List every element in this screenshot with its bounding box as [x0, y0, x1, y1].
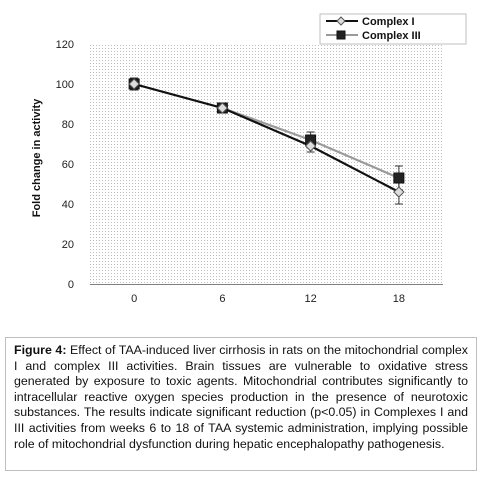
x-axis-ticks: 0 6 12 18 [131, 293, 405, 305]
y-tick-label: 20 [62, 239, 74, 251]
x-tick-label: 6 [219, 293, 225, 305]
series-line [133, 82, 400, 193]
y-tick-label: 60 [62, 159, 74, 171]
marker-diamond [304, 140, 317, 152]
plot-dotted-fill [90, 44, 443, 284]
series-layer [128, 77, 405, 205]
y-tick-label: 40 [62, 199, 74, 211]
legend-label: Complex III [362, 30, 421, 42]
caption-label: Figure 4: [14, 343, 67, 357]
plot-area [90, 44, 443, 285]
y-tick-label: 100 [56, 79, 74, 91]
legend-label: Complex I [362, 16, 415, 28]
y-axis-title: Fold change in activity [31, 98, 43, 217]
y-axis-ticks: 0 20 40 60 80 100 120 [56, 39, 74, 291]
y-tick-label: 0 [68, 279, 74, 291]
marker-diamond [216, 102, 229, 114]
legend-marker-diamond [336, 16, 346, 26]
x-tick-label: 18 [393, 293, 405, 305]
marker-diamond [128, 78, 140, 90]
x-tick-label: 0 [131, 293, 137, 305]
y-tick-label: 80 [62, 119, 74, 131]
legend: Complex I Complex III [319, 13, 467, 45]
legend-marker-square [336, 30, 346, 40]
y-tick-label: 120 [56, 39, 74, 51]
marker-diamond [393, 186, 405, 198]
caption-text: Effect of TAA-induced liver cirrhosis in… [14, 343, 468, 451]
figure-caption: Figure 4: Effect of TAA-induced liver ci… [5, 337, 477, 471]
x-tick-label: 12 [305, 293, 317, 305]
marker-square [393, 172, 405, 184]
